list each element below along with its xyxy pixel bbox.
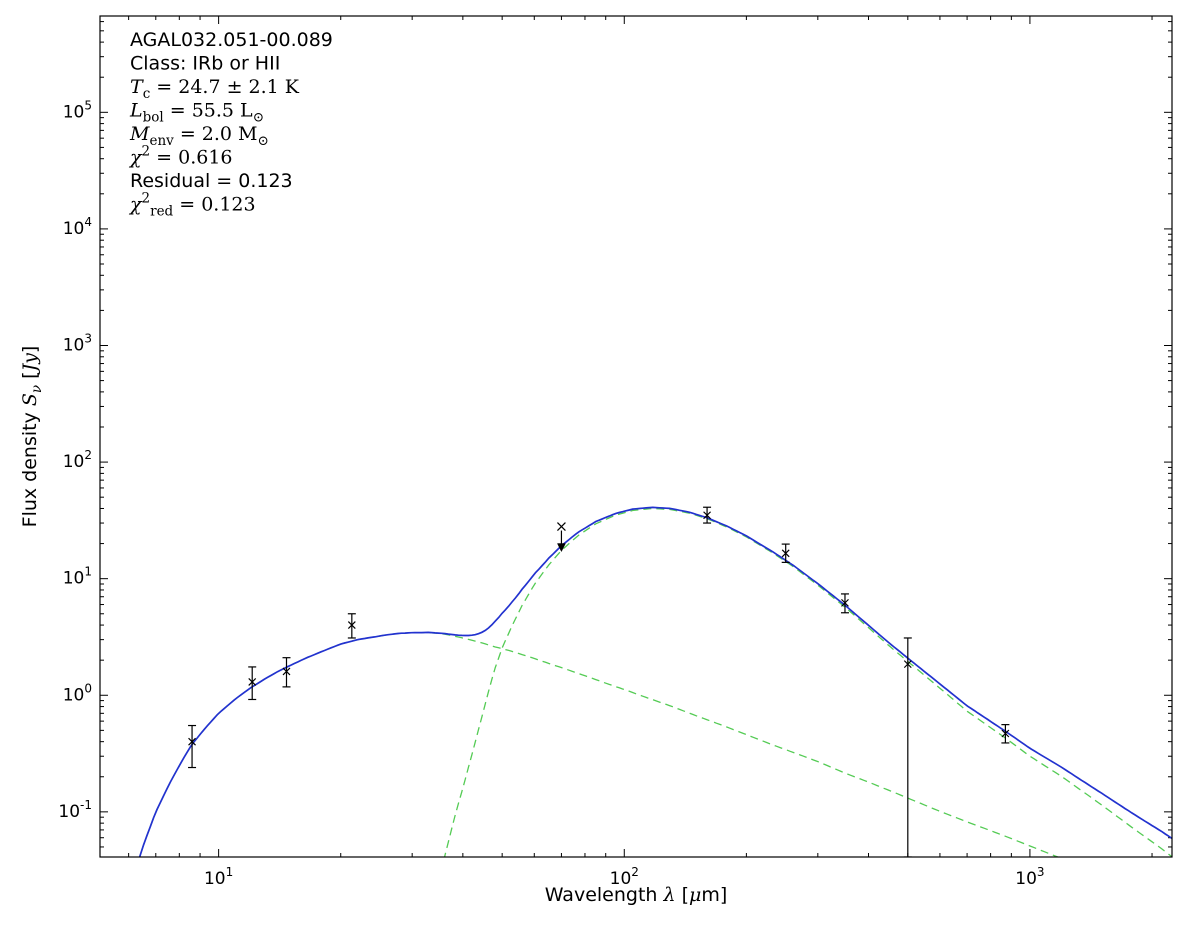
y-tick-label: 100 xyxy=(63,681,92,705)
annotation-line-2: Class: IRb or HII xyxy=(130,53,280,75)
x-tick-label: 103 xyxy=(1015,865,1044,889)
model-total-curve xyxy=(138,506,1173,858)
annotation-line-1: AGAL032.051-00.089 xyxy=(130,29,333,51)
x-tick-label: 102 xyxy=(610,865,639,889)
cold-component-curve xyxy=(443,507,1173,858)
annotation-line-3: Tc = 24.7 ± 2.1 K xyxy=(130,76,300,102)
y-tick-label: 102 xyxy=(63,448,92,472)
annotation-line-5: Menv = 2.0 M⊙ xyxy=(129,123,269,149)
data-point xyxy=(840,593,849,614)
y-tick-label: 105 xyxy=(63,98,92,122)
tick-labels: 101 102 103 10-1 100 101 102 103 104 105 xyxy=(58,98,1044,889)
data-point xyxy=(781,543,790,563)
annotation-line-7: Residual = 0.123 xyxy=(130,170,293,192)
y-tick-label: 10-1 xyxy=(58,798,92,822)
plot-frame xyxy=(99,15,1173,858)
x-axis-label: Wavelength λ [μm] xyxy=(545,884,728,906)
model-curves xyxy=(138,506,1173,858)
warm-component-curve xyxy=(138,631,1062,858)
axis-ticks xyxy=(100,16,1172,857)
y-tick-label: 103 xyxy=(63,331,92,355)
data-point xyxy=(903,637,912,858)
x-tick-label: 101 xyxy=(204,865,233,889)
y-tick-label: 101 xyxy=(63,565,92,589)
data-point xyxy=(703,506,712,524)
data-point xyxy=(248,666,257,701)
data-point xyxy=(188,724,197,769)
data-point xyxy=(282,657,291,688)
annotation-line-6: χ2 = 0.616 xyxy=(128,144,233,169)
annotation-line-4: Lbol = 55.5 L⊙ xyxy=(129,100,264,126)
data-point xyxy=(557,522,566,553)
data-points xyxy=(188,506,1010,858)
data-point xyxy=(347,613,356,639)
y-tick-label: 104 xyxy=(63,215,92,239)
y-axis-label: Flux density Sν [Jy] xyxy=(19,346,45,528)
annotation-line-8: χ2red = 0.123 xyxy=(128,191,256,220)
data-point xyxy=(1001,724,1010,744)
upper-limit-arrow xyxy=(557,543,566,553)
